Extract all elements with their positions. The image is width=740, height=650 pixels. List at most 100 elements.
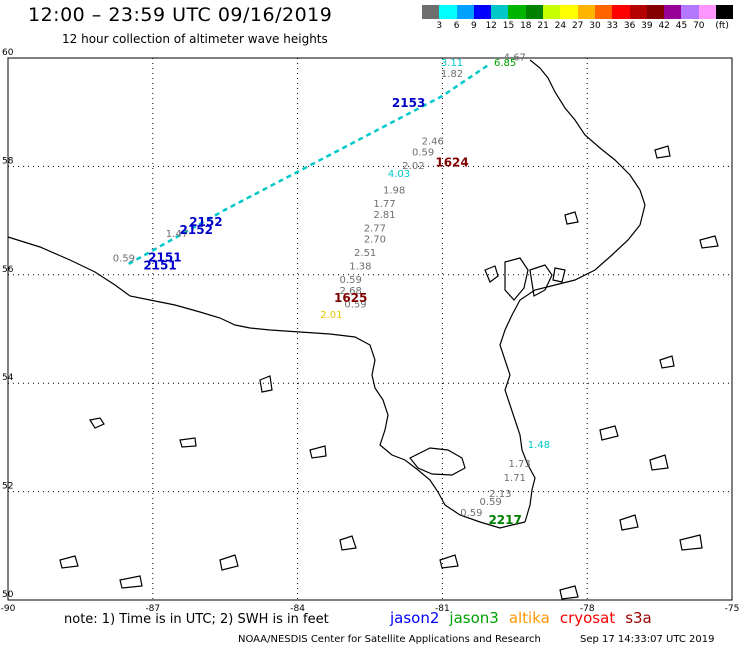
wave-height-label: 4.03 [388, 169, 410, 180]
lake-17 [654, 145, 671, 159]
colorbar-swatch [491, 5, 509, 19]
wave-height-label: 1.98 [383, 186, 405, 197]
legend-jason3: jason3 [449, 609, 499, 627]
coastline-southwest [7, 236, 526, 529]
island-belcher-4 [552, 267, 566, 283]
colorbar-swatch [612, 5, 630, 19]
lake-4 [309, 445, 327, 459]
lat-tick-label: 56 [2, 265, 14, 275]
lake-8 [339, 535, 357, 551]
wave-height-colorbar [422, 5, 734, 24]
colorbar-label: 27 [571, 21, 584, 31]
pass-time-label: 2151 [148, 250, 181, 264]
colorbar-label: 3 [436, 21, 443, 31]
lat-tick-label: 60 [2, 48, 14, 58]
lon-tick-label: -84 [290, 604, 305, 614]
lake-16 [564, 211, 579, 225]
colorbar-label: 6 [453, 21, 460, 31]
island-akimiski [409, 447, 466, 476]
lake-15 [659, 355, 675, 369]
colorbar-swatch [560, 5, 578, 19]
lat-tick-label: 50 [2, 590, 14, 600]
lake-18 [699, 235, 719, 249]
lon-tick-label: -78 [580, 604, 595, 614]
lake-10 [649, 454, 669, 471]
colorbar-swatch [681, 5, 699, 19]
wave-height-label: 2.51 [354, 248, 376, 259]
lake-1 [89, 417, 105, 429]
lake-6 [119, 575, 143, 589]
map-title: 12:00 – 23:59 UTC 09/16/2019 [28, 4, 333, 26]
lake-3 [259, 375, 273, 393]
lon-tick-label: -75 [725, 604, 740, 614]
wave-height-label: 0.59 [480, 497, 502, 508]
colorbar-label: 15 [502, 21, 515, 31]
legend-altika: altika [508, 609, 550, 627]
timestamp-text: Sep 17 14:33:07 UTC 2019 [580, 634, 715, 645]
wave-height-label: 0.59 [412, 148, 434, 159]
colorbar-label: (ft) [715, 21, 729, 31]
wave-height-label: 0.59 [460, 508, 482, 519]
wave-height-label: 1.47 [166, 229, 188, 240]
credit-text: NOAA/NESDIS Center for Satellite Applica… [238, 634, 541, 645]
wave-height-label: 0.59 [344, 299, 366, 310]
lake-7 [219, 554, 239, 571]
lake-9 [599, 425, 619, 441]
colorbar-swatch [664, 5, 682, 19]
wave-height-label: 1.73 [508, 459, 530, 470]
island-belcher-1 [504, 257, 529, 301]
wave-height-label: 2.13 [489, 489, 511, 500]
colorbar-swatch [543, 5, 561, 19]
pass-time-label: 2151 [143, 258, 176, 272]
colorbar-label: 21 [537, 21, 549, 31]
lake-11 [619, 514, 639, 531]
wave-height-label: 4.67 [504, 53, 526, 64]
coastline-james-bay-east [499, 59, 646, 523]
lat-tick-label: 52 [2, 482, 13, 492]
wave-height-label: 2.81 [373, 210, 395, 221]
wave-height-label: 2.02 [402, 161, 424, 172]
footer-note: note: 1) Time is in UTC; 2) SWH is in fe… [64, 612, 329, 627]
lake-14 [439, 554, 459, 569]
lake-2 [179, 437, 197, 448]
pass-time-label: 2152 [189, 215, 222, 229]
map-frame [7, 57, 733, 601]
lake-13 [559, 585, 579, 600]
island-belcher-3 [484, 265, 499, 283]
pass-time-label: 2217 [488, 513, 521, 527]
colorbar-swatch [439, 5, 457, 19]
wave-height-label: 2.01 [320, 310, 342, 321]
colorbar-labels: 3 6 9 12 15 18 21 24 27 30 33 36 39 42 45 70 (ft) [422, 21, 740, 33]
altimeter-track [128, 62, 492, 266]
colorbar-swatch [594, 5, 613, 19]
wave-height-label: 3.11 [441, 58, 463, 69]
colorbar-label: 70 [693, 21, 705, 31]
pass-time-label: 1624 [435, 155, 468, 169]
colorbar-label: 36 [623, 21, 636, 31]
wave-height-label: 0.59 [340, 275, 362, 286]
wave-height-label: 2.68 [340, 286, 362, 297]
colorbar-swatch [525, 5, 544, 19]
wave-height-label: 2.70 [364, 234, 386, 245]
wave-height-label: 1.71 [504, 473, 526, 484]
pass-time-label: 1625 [334, 291, 367, 305]
colorbar-label: 12 [485, 21, 497, 31]
colorbar-swatch [473, 5, 492, 19]
lon-tick-label: -87 [145, 604, 160, 614]
satellite-legend: jason2 jason3 altika cryosat s3a [390, 609, 662, 627]
colorbar-swatch [646, 5, 665, 19]
colorbar-label: 42 [658, 21, 670, 31]
wave-height-label: 2.46 [422, 137, 444, 148]
colorbar-swatch [456, 5, 474, 19]
colorbar-swatch [716, 5, 734, 19]
wave-height-label: 1.48 [528, 440, 550, 451]
lon-tick-label: -81 [435, 604, 450, 614]
colorbar-swatch [422, 5, 440, 19]
colorbar-label: 9 [471, 21, 477, 31]
lat-tick-label: 54 [2, 373, 14, 383]
colorbar-swatch [629, 5, 647, 19]
wave-height-label: 1.77 [373, 199, 395, 210]
lon-tick-label: -90 [1, 604, 16, 614]
map-subtitle: 12 hour collection of altimeter wave hei… [62, 32, 328, 46]
